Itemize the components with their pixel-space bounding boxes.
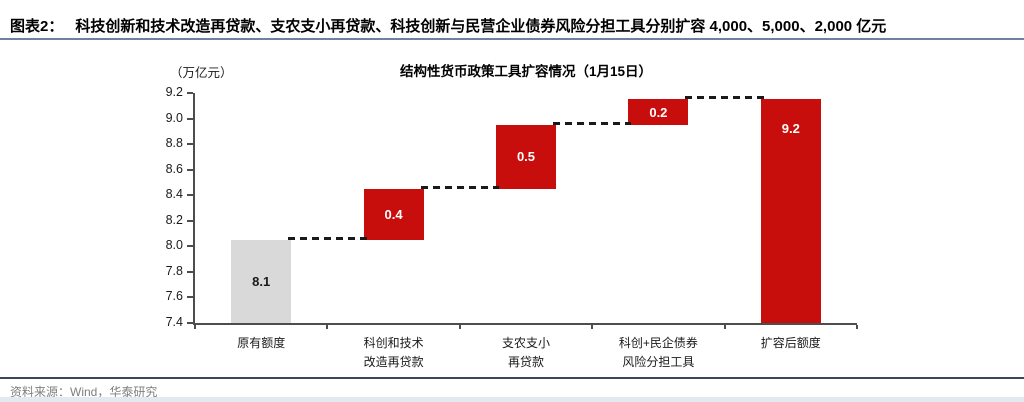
waterfall-bar: 9.2 <box>760 99 821 323</box>
y-axis-tick <box>187 92 193 94</box>
chart-title: 结构性货币政策工具扩容情况（1月15日） <box>399 64 653 79</box>
y-tick-label: 8.4 <box>165 187 183 202</box>
waterfall-bar: 0.2 <box>628 99 689 125</box>
y-axis-tick <box>187 219 193 222</box>
y-axis-tick <box>187 322 193 324</box>
connector-dashed-line <box>553 121 632 125</box>
figure-title: 科技创新和技术改造再贷款、支农支小再贷款、科技创新与民营企业债券风险分担工具分别… <box>75 18 887 35</box>
x-axis-tick <box>856 325 858 329</box>
y-axis-tick <box>187 270 193 273</box>
y-tick-label: 9.0 <box>165 110 183 125</box>
y-axis-tick <box>187 117 193 120</box>
waterfall-bar: 0.4 <box>363 188 424 240</box>
figure-tag: 图表2： <box>10 18 64 35</box>
bar-value-label: 0.2 <box>649 104 668 120</box>
y-tick-label: 7.6 <box>165 289 183 304</box>
y-axis-line <box>193 93 195 325</box>
waterfall-bar: 8.1 <box>231 239 292 323</box>
y-tick-label: 8.8 <box>165 136 183 151</box>
y-tick-label: 8.2 <box>165 212 183 227</box>
bar-value-label: 9.2 <box>781 121 800 137</box>
x-axis-tick <box>591 325 594 329</box>
y-axis-tick <box>187 168 193 171</box>
x-axis-tick <box>194 325 196 329</box>
x-axis-line <box>193 323 857 325</box>
bar-value-label: 0.4 <box>384 206 403 222</box>
connector-dashed-line <box>420 185 499 189</box>
bottom-strip <box>0 397 1024 402</box>
y-axis-tick <box>187 194 193 197</box>
x-category-label: 支农支小 再贷款 <box>501 336 550 369</box>
y-axis-tick <box>187 143 193 146</box>
x-axis-tick <box>458 325 461 329</box>
y-tick-label: 9.2 <box>165 85 183 99</box>
waterfall-bar: 0.5 <box>496 124 556 189</box>
x-axis-tick <box>326 325 329 329</box>
header-divider <box>0 38 1024 40</box>
y-tick-label: 8.6 <box>165 161 183 176</box>
y-axis-tick <box>187 296 193 299</box>
y-tick-label: 7.4 <box>165 315 183 329</box>
x-category-label: 原有额度 <box>237 336 286 350</box>
footer-divider <box>0 377 1024 379</box>
bar-value-label: 0.5 <box>516 149 536 165</box>
connector-dashed-line <box>685 96 764 100</box>
x-category-label: 科创和技术 改造再贷款 <box>363 336 424 369</box>
x-category-label: 科创+民企债券 风险分担工具 <box>618 336 698 369</box>
y-axis-tick <box>187 245 193 248</box>
connector-dashed-line <box>288 236 367 240</box>
y-axis-unit-label: （万亿元） <box>170 66 233 80</box>
figure-header: 图表2： 科技创新和技术改造再贷款、支农支小再贷款、科技创新与民营企业债券风险分担… <box>10 15 1014 36</box>
x-category-label: 扩容后额度 <box>760 336 821 350</box>
x-axis-tick <box>723 325 726 329</box>
y-tick-label: 7.8 <box>165 263 183 278</box>
bar-value-label: 8.1 <box>252 273 271 289</box>
source-text: 资料来源：Wind，华泰研究 <box>10 385 158 399</box>
y-tick-label: 8.0 <box>165 238 183 253</box>
